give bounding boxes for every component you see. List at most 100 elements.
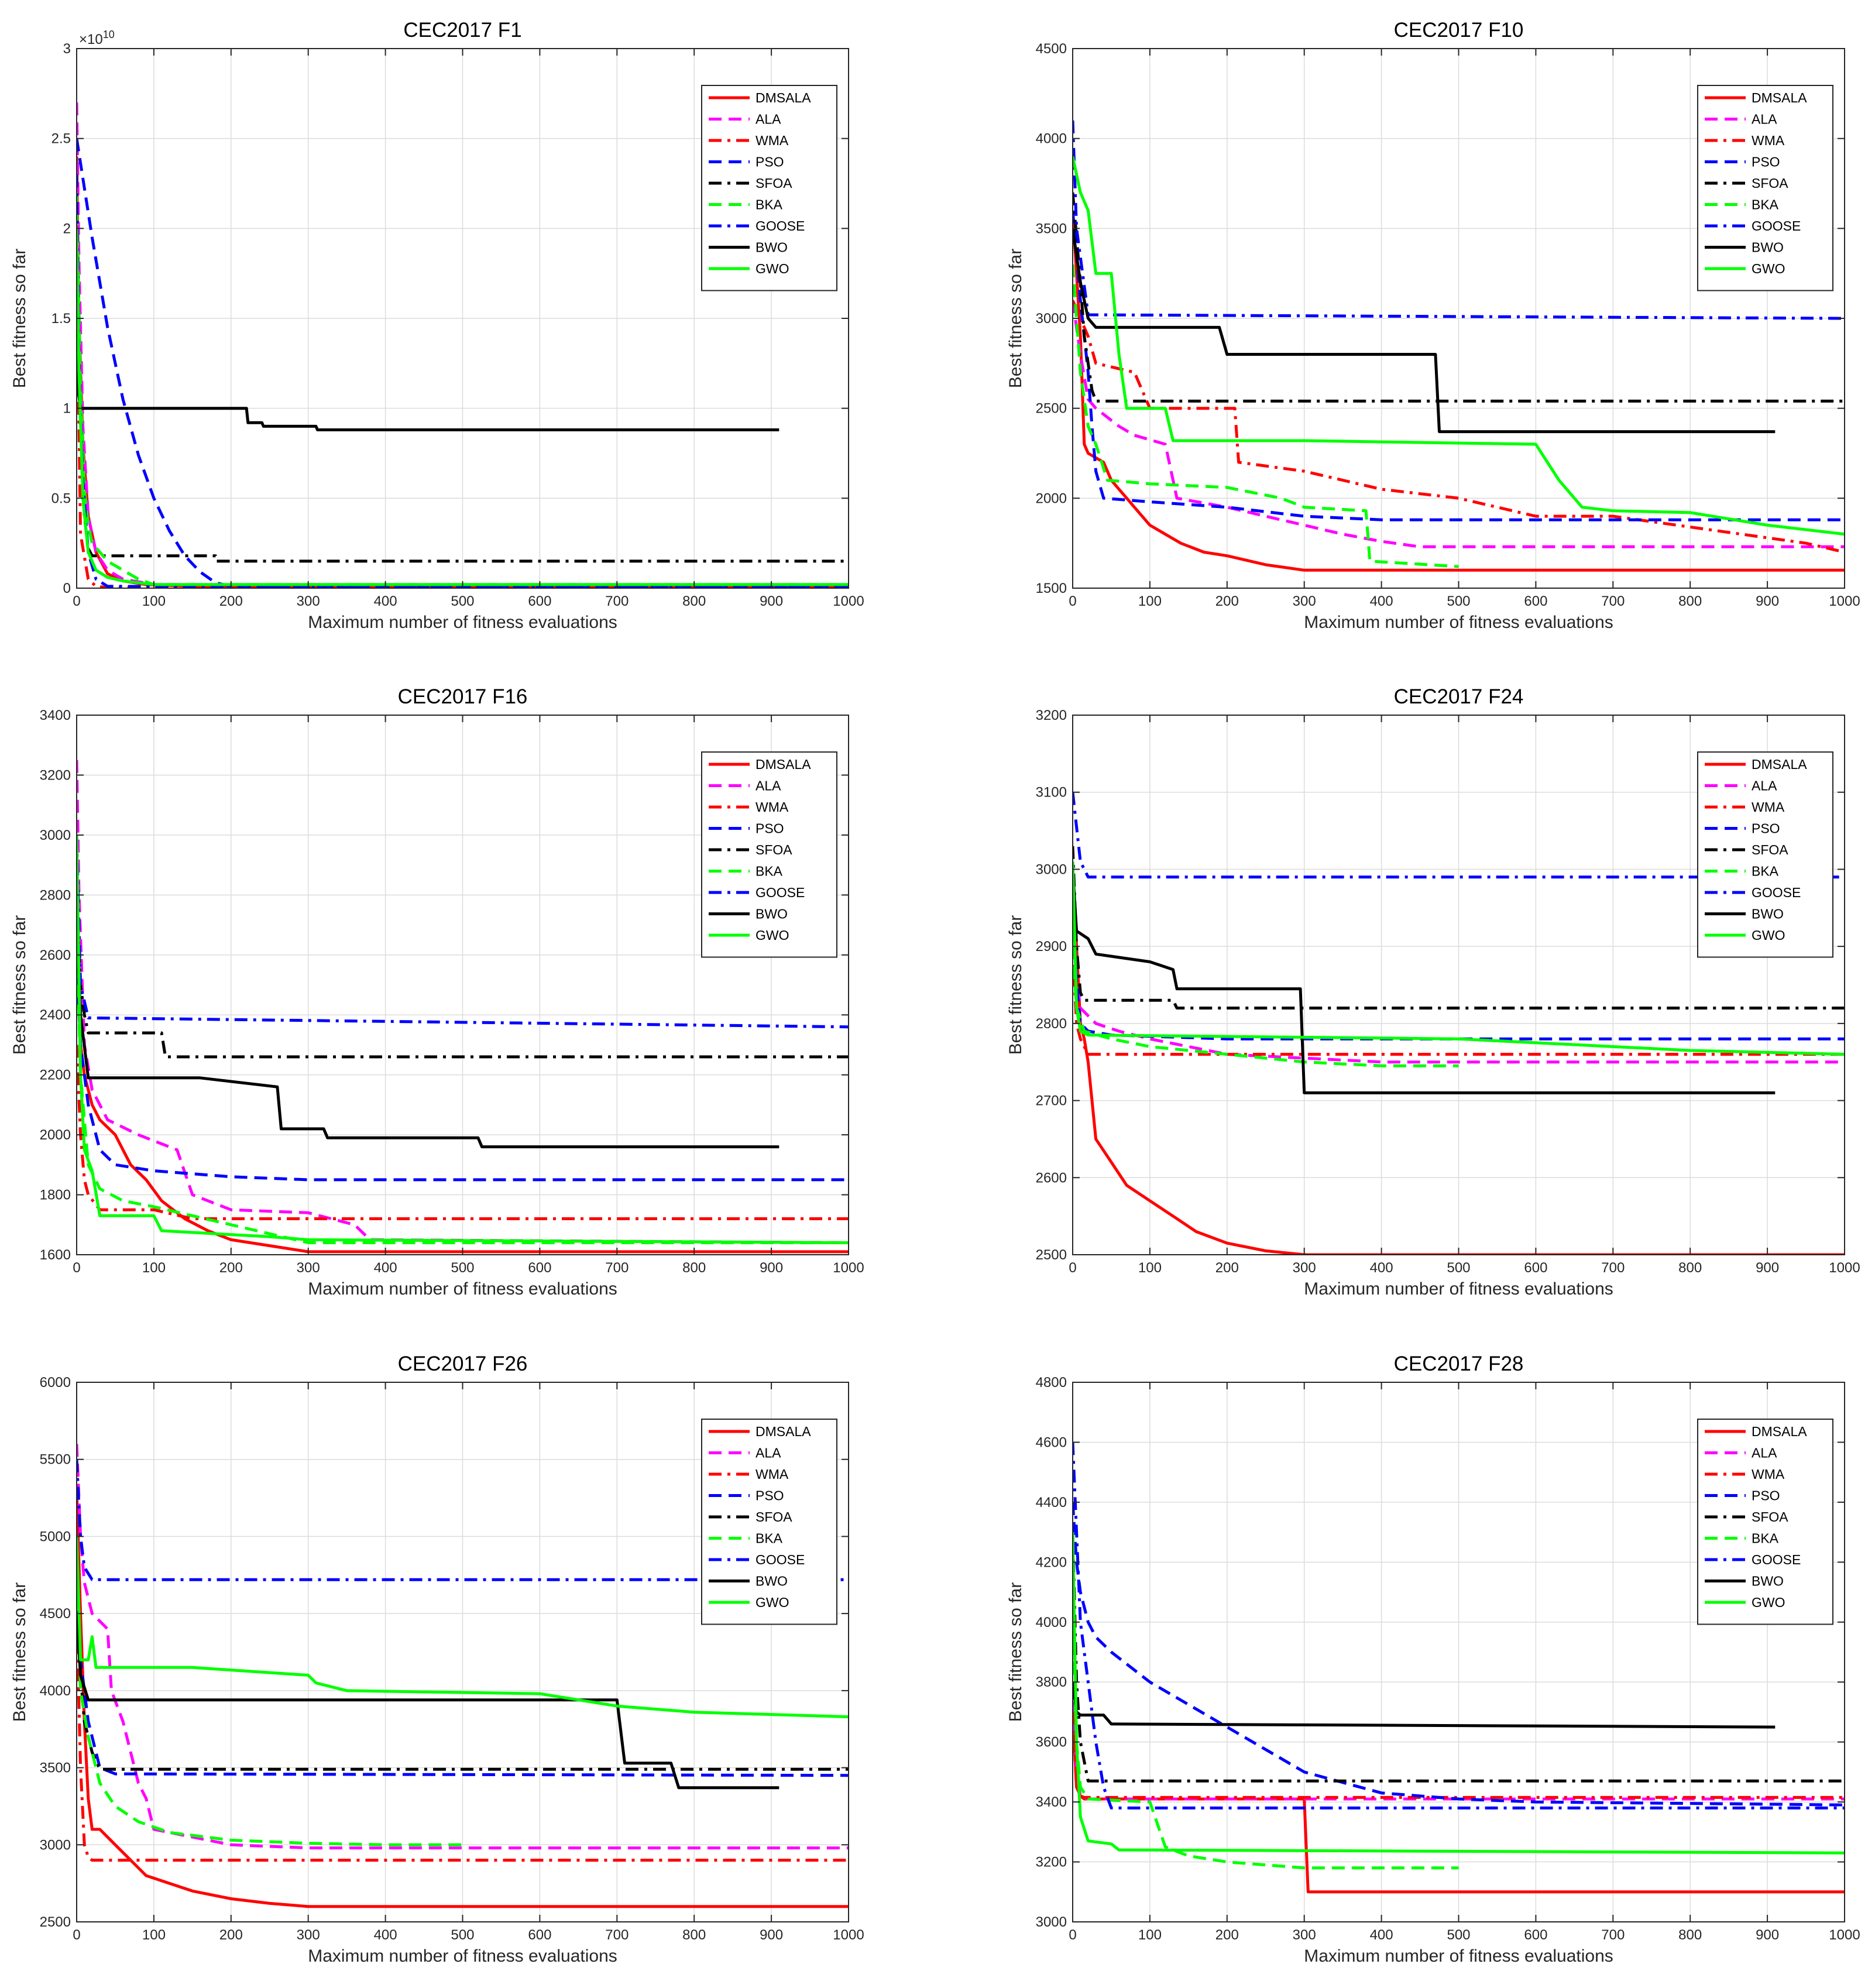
x-tick-label: 900: [1756, 593, 1779, 609]
x-tick-label: 400: [1370, 1927, 1393, 1943]
legend-label-ala: ALA: [1752, 112, 1777, 127]
x-tick-label: 200: [1215, 1927, 1239, 1943]
x-tick-label: 0: [1069, 593, 1076, 609]
x-axis-label: Maximum number of fitness evaluations: [308, 1279, 617, 1299]
x-tick-label: 0: [1069, 1927, 1076, 1943]
legend-label-gwo: GWO: [756, 1595, 789, 1610]
legend-label-ala: ALA: [1752, 1445, 1777, 1461]
y-tick-label: 3100: [1036, 785, 1067, 801]
y-tick-label: 2900: [1036, 939, 1067, 954]
x-tick-label: 400: [374, 1260, 397, 1276]
x-tick-label: 1000: [1829, 1260, 1860, 1276]
x-tick-label: 100: [142, 1260, 166, 1276]
legend-label-ala: ALA: [756, 112, 781, 127]
legend: DMSALA ALA WMA PSO SFOA BKA GOOSE BWO GWO: [701, 85, 837, 291]
y-tick-label: 3000: [1036, 1914, 1067, 1930]
legend-label-wma: WMA: [756, 799, 789, 815]
series-group: [77, 102, 849, 588]
legend-box: [1697, 751, 1833, 958]
y-axis-label: Best fitness so far: [10, 915, 29, 1055]
legend-label-bwo: BWO: [756, 1574, 788, 1589]
x-tick-label: 300: [297, 1260, 320, 1276]
series-line-wma: [1073, 300, 1845, 554]
legend-label-goose: GOOSE: [1752, 885, 1801, 900]
y-tick-label: 3800: [1036, 1674, 1067, 1690]
legend-label-gwo: GWO: [756, 261, 789, 276]
legend-label-goose: GOOSE: [1752, 218, 1801, 234]
x-tick-label: 800: [1678, 1260, 1702, 1276]
chart-panel: 0 100 200 300 400 500 600 700 800 900 1000 2500 2600…: [1006, 685, 1860, 1299]
legend-label-bwo: BWO: [756, 240, 788, 255]
x-tick-label: 900: [760, 1260, 783, 1276]
x-tick-label: 100: [1138, 593, 1162, 609]
x-tick-label: 700: [605, 1260, 629, 1276]
x-tick-label: 0: [73, 1260, 80, 1276]
legend-label-ala: ALA: [756, 1445, 781, 1461]
legend-label-pso: PSO: [1752, 821, 1780, 836]
legend-box: [1697, 1419, 1833, 1625]
x-tick-label: 100: [142, 593, 166, 609]
series-line-bwo: [77, 925, 779, 1149]
series-line-bwo: [77, 1613, 779, 1790]
legend-label-sfoa: SFOA: [1752, 1509, 1788, 1525]
x-tick-label: 700: [1601, 593, 1625, 609]
x-tick-label: 500: [451, 1927, 474, 1943]
series-line-goose: [1073, 792, 1845, 879]
series-line-sfoa: [77, 1582, 849, 1771]
legend-label-bka: BKA: [1752, 864, 1779, 879]
y-tick-label: 0.5: [51, 490, 71, 506]
x-tick-label: 1000: [833, 1927, 864, 1943]
y-tick-label: 2700: [1036, 1093, 1067, 1109]
x-axis-label: Maximum number of fitness evaluations: [1304, 613, 1613, 632]
series-line-wma: [77, 1045, 849, 1220]
y-tick-label: 3200: [1036, 708, 1067, 723]
legend-label-sfoa: SFOA: [756, 1509, 792, 1525]
x-tick-label: 500: [451, 1260, 474, 1276]
series-line-ala: [77, 1444, 849, 1850]
y-tick-label: 4500: [1036, 41, 1067, 57]
x-tick-label: 0: [73, 1927, 80, 1943]
legend-label-sfoa: SFOA: [756, 176, 792, 191]
x-tick-label: 800: [682, 1260, 706, 1276]
y-tick-label: 1600: [40, 1247, 71, 1263]
series-group: [1073, 792, 1845, 1255]
legend: DMSALA ALA WMA PSO SFOA BKA GOOSE BWO GWO: [1697, 85, 1833, 291]
legend-label-dmsala: DMSALA: [1752, 90, 1807, 105]
legend: DMSALA ALA WMA PSO SFOA BKA GOOSE BWO GWO: [1697, 751, 1833, 958]
y-tick-label: 4600: [1036, 1434, 1067, 1450]
y-axis-label: Best fitness so far: [10, 249, 29, 388]
series-line-bka: [77, 1536, 463, 1846]
series-line-gwo: [1073, 861, 1845, 1056]
x-tick-label: 200: [219, 1260, 243, 1276]
legend-label-wma: WMA: [756, 1467, 789, 1482]
y-tick-label: 1.5: [51, 311, 71, 327]
y-tick-label: 2: [63, 221, 71, 236]
y-tick-label: 4800: [1036, 1375, 1067, 1390]
x-tick-label: 800: [1678, 593, 1702, 609]
y-tick-label: 3200: [40, 767, 71, 783]
legend: DMSALA ALA WMA PSO SFOA BKA GOOSE BWO GWO: [701, 1419, 837, 1625]
y-tick-label: 2500: [40, 1914, 71, 1930]
y-tick-label: 1500: [1036, 581, 1067, 596]
y-tick-label: 3500: [1036, 221, 1067, 236]
legend: DMSALA ALA WMA PSO SFOA BKA GOOSE BWO GWO: [701, 751, 837, 958]
legend-label-pso: PSO: [756, 821, 784, 836]
x-tick-label: 700: [1601, 1260, 1625, 1276]
x-tick-label: 1000: [1829, 1927, 1860, 1943]
y-tick-label: 3200: [1036, 1855, 1067, 1870]
x-tick-label: 0: [1069, 1260, 1076, 1276]
y-tick-label: 2600: [1036, 1170, 1067, 1186]
y-tick-label: 4000: [1036, 1615, 1067, 1630]
x-tick-label: 600: [528, 593, 551, 609]
y-axis-label: Best fitness so far: [1006, 915, 1025, 1055]
legend-label-goose: GOOSE: [1752, 1552, 1801, 1567]
chart-panel: 0 100 200 300 400 500 600 700 800 900 1000 0 0.5 1 1.5…: [10, 19, 864, 632]
legend-label-goose: GOOSE: [756, 1552, 805, 1567]
x-tick-label: 700: [605, 1927, 629, 1943]
x-tick-label: 400: [374, 1927, 397, 1943]
y-tick-label: 3600: [1036, 1735, 1067, 1750]
chart-title: CEC2017 F1: [403, 19, 521, 42]
x-tick-label: 300: [297, 593, 320, 609]
legend-label-gwo: GWO: [1752, 1595, 1785, 1610]
x-tick-label: 600: [528, 1260, 551, 1276]
